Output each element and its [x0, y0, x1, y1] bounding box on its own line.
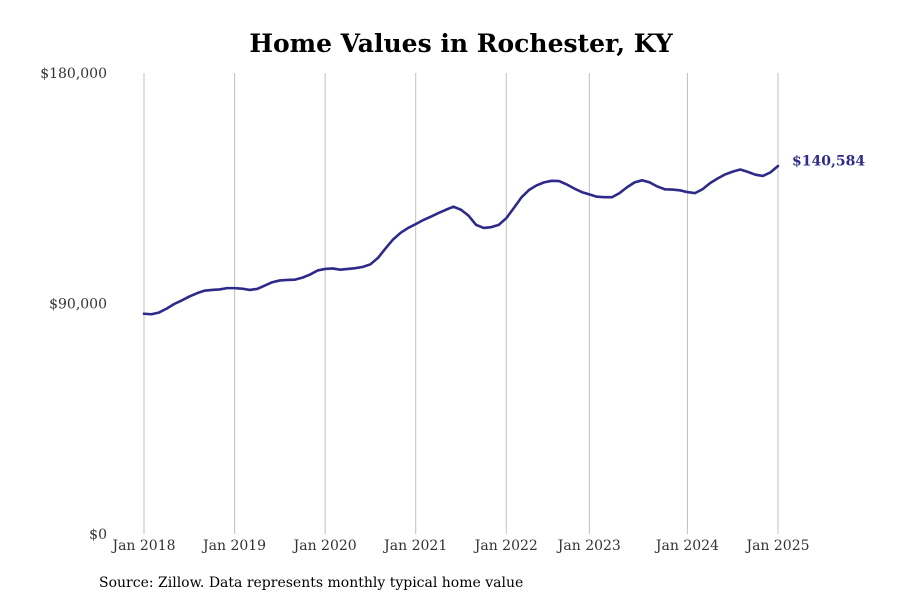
- y-axis-ticks: $0 $90,000 $180,000: [40, 66, 107, 543]
- x-tick-label: Jan 2018: [110, 538, 175, 554]
- x-tick-label: Jan 2021: [382, 538, 447, 554]
- y-tick-label: $180,000: [40, 66, 107, 82]
- source-note: Source: Zillow. Data represents monthly …: [99, 575, 523, 591]
- x-tick-label: Jan 2025: [744, 538, 809, 554]
- gridlines: [143, 73, 779, 534]
- end-value-label: $140,584: [792, 153, 865, 169]
- x-tick-label: Jan 2020: [292, 538, 357, 554]
- chart-title: Home Values in Rochester, KY: [249, 29, 673, 58]
- x-tick-label: Jan 2023: [556, 538, 621, 554]
- x-tick-label: Jan 2019: [201, 538, 266, 554]
- y-tick-label: $0: [89, 527, 107, 543]
- series-line-home-value: [142, 164, 780, 316]
- x-tick-label: Jan 2024: [654, 538, 719, 554]
- y-tick-label: $90,000: [49, 297, 107, 313]
- x-axis-ticks: Jan 2018 Jan 2019 Jan 2020 Jan 2021 Jan 2022…: [110, 538, 809, 554]
- x-tick-label: Jan 2022: [473, 538, 538, 554]
